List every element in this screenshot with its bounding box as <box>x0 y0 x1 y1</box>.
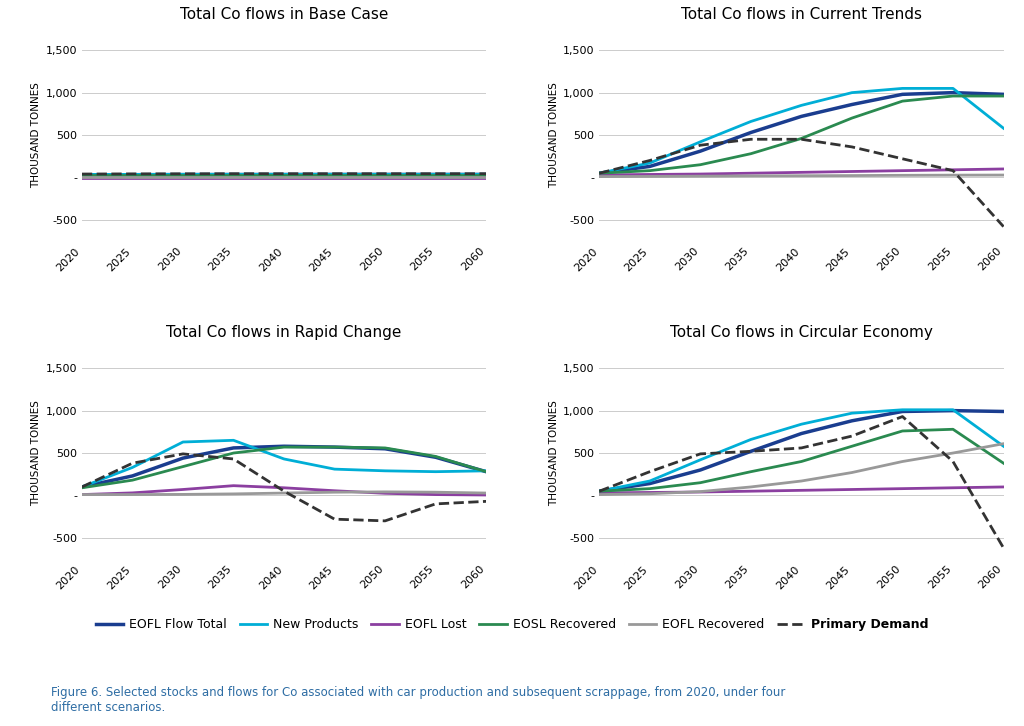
Text: Figure 6. Selected stocks and flows for Co associated with car production and su: Figure 6. Selected stocks and flows for … <box>51 686 785 714</box>
Title: Total Co flows in Circular Economy: Total Co flows in Circular Economy <box>670 325 933 340</box>
Title: Total Co flows in Current Trends: Total Co flows in Current Trends <box>681 7 922 23</box>
Y-axis label: THOUSAND TONNES: THOUSAND TONNES <box>549 400 559 506</box>
Y-axis label: THOUSAND TONNES: THOUSAND TONNES <box>32 82 41 188</box>
Y-axis label: THOUSAND TONNES: THOUSAND TONNES <box>32 400 41 506</box>
Y-axis label: THOUSAND TONNES: THOUSAND TONNES <box>549 82 559 188</box>
Title: Total Co flows in Rapid Change: Total Co flows in Rapid Change <box>166 325 401 340</box>
Legend: EOFL Flow Total, New Products, EOFL Lost, EOSL Recovered, EOFL Recovered, Primar: EOFL Flow Total, New Products, EOFL Lost… <box>91 613 933 636</box>
Title: Total Co flows in Base Case: Total Co flows in Base Case <box>180 7 388 23</box>
